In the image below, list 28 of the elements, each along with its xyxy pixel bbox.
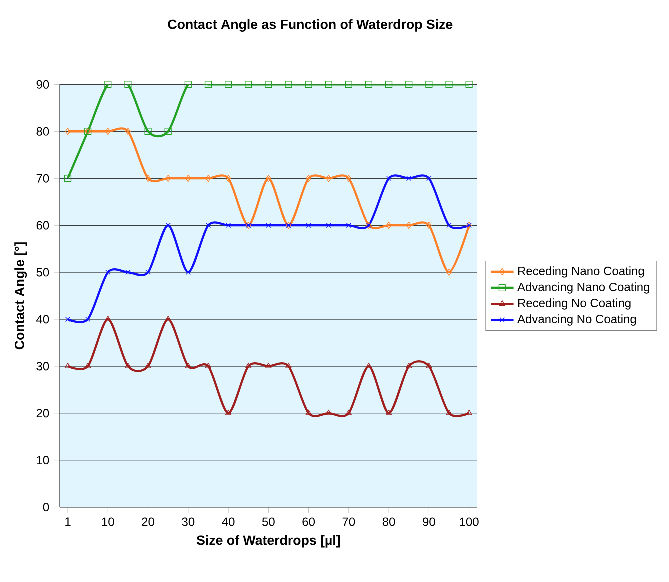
- y-tick-label: 10: [37, 456, 50, 465]
- x-tick-label: 10: [102, 518, 114, 526]
- legend-label: Receding Nano Coating: [518, 266, 644, 278]
- chart-title: Contact Angle as Function of Waterdrop Size: [168, 19, 453, 32]
- y-tick-label: 60: [36, 221, 50, 230]
- y-tick-label: 80: [36, 127, 50, 136]
- x-tick-label: 100: [460, 518, 479, 526]
- x-tick-label: 20: [142, 518, 154, 526]
- y-tick-label: 0: [43, 503, 50, 512]
- legend-label: Receding No Coating: [518, 298, 631, 310]
- x-tick-label: 50: [262, 518, 275, 526]
- x-axis-title: Size of Waterdrops [µl]: [196, 535, 340, 548]
- y-axis-title: Contact Angle [°]: [14, 242, 28, 350]
- x-tick-label: 60: [302, 518, 316, 526]
- y-tick-label: 90: [36, 80, 50, 89]
- legend-label: Advancing Nano Coating: [518, 282, 650, 294]
- x-tick-label: 30: [182, 518, 195, 526]
- legend-label: Advancing No Coating: [518, 314, 636, 326]
- y-tick-label: 40: [36, 315, 50, 324]
- x-tick-label: 90: [423, 518, 436, 526]
- x-tick-label: 1: [66, 518, 71, 526]
- x-tick-label: 80: [382, 518, 396, 526]
- x-tick-label: 70: [342, 518, 356, 526]
- y-tick-label: 70: [36, 174, 50, 183]
- y-tick-label: 50: [36, 268, 50, 277]
- y-tick-label: 30: [36, 362, 50, 371]
- y-tick-label: 20: [36, 409, 50, 418]
- x-tick-label: 40: [222, 518, 235, 526]
